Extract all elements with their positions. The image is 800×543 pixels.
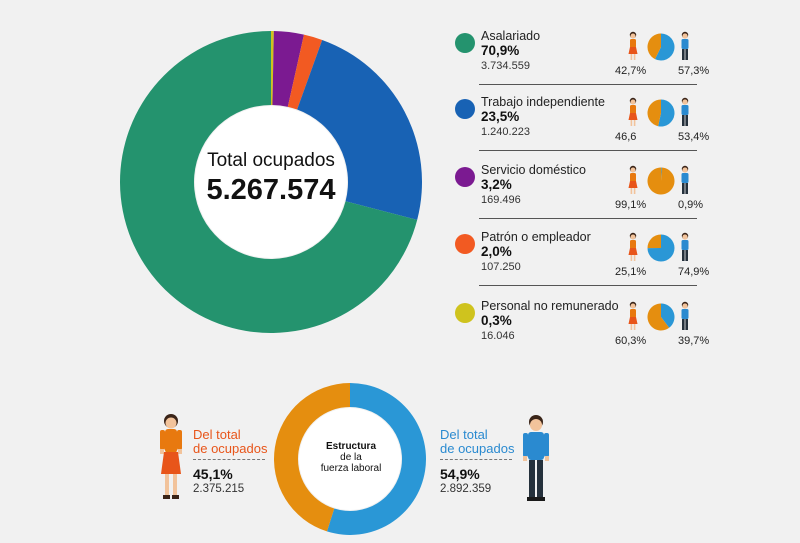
women-percent: 60,3%	[615, 335, 647, 347]
structure-title: Estructura	[325, 441, 376, 452]
category-name: Servicio doméstico	[481, 163, 586, 177]
category-name: Patrón o empleador	[481, 230, 591, 244]
man-icon	[681, 232, 689, 261]
men-dashed-line	[440, 459, 512, 460]
men-percent: 0,9%	[678, 199, 704, 211]
donut-slice-0	[326, 383, 426, 535]
category-percent: 23,5%	[481, 109, 520, 124]
legend-dot	[455, 33, 475, 53]
category-row-asalariado: Asalariado 70,9% 3.734.559 42,7% 57,3%	[455, 29, 709, 93]
category-row-patron-empleador: Patrón o empleador 2,0% 107.250 25,1% 74…	[455, 230, 709, 294]
donut-slice-1	[274, 383, 350, 532]
man-icon	[681, 31, 689, 60]
women-total-count: 2.375.215	[193, 483, 245, 495]
category-row-personal-no-remunerado: Personal no remunerado 0,3% 16.046 60,3%…	[455, 299, 709, 363]
women-percent: 25,1%	[615, 266, 647, 278]
man-figure-icon	[523, 415, 549, 501]
category-name: Trabajo independiente	[481, 95, 605, 109]
woman-icon	[628, 165, 638, 194]
men-percent: 74,9%	[678, 266, 710, 278]
men-percent: 57,3%	[678, 65, 710, 77]
structure-donut-hole	[299, 408, 401, 510]
men-label-line1: Del total	[440, 427, 488, 442]
center-title: Total ocupados	[207, 150, 335, 171]
gender-mini-pie	[647, 167, 675, 195]
donut-slice-0	[658, 99, 675, 127]
man-icon	[681, 97, 689, 126]
legend-dot	[455, 303, 475, 323]
row-divider	[479, 218, 697, 219]
category-count: 107.250	[481, 261, 521, 273]
donut-slice-0	[661, 167, 662, 181]
category-count: 1.240.223	[481, 126, 530, 138]
men-label: Del total de ocupados	[440, 428, 514, 456]
woman-icon	[628, 232, 638, 261]
donut-slice-0	[647, 234, 675, 262]
men-percent: 39,7%	[678, 335, 710, 347]
legend-dot	[455, 167, 475, 187]
women-percent: 42,7%	[615, 65, 647, 77]
legend-dot	[455, 99, 475, 119]
man-icon	[681, 301, 689, 330]
center-total: 5.267.574	[206, 174, 336, 206]
category-percent: 3,2%	[481, 177, 512, 192]
donut-slice-3	[287, 34, 323, 110]
category-name: Asalariado	[481, 29, 541, 43]
donut-slice-1	[647, 99, 661, 127]
gender-mini-pie	[647, 234, 675, 262]
woman-icon	[628, 31, 638, 60]
structure-line3: fuerza laboral	[320, 463, 382, 474]
donut-slice-1	[647, 33, 661, 60]
category-percent: 0,3%	[481, 313, 512, 328]
row-divider	[479, 285, 697, 286]
row-divider	[479, 84, 697, 85]
donut-slice-0	[661, 303, 675, 328]
donut-slice-0	[655, 33, 675, 61]
men-total-percent: 54,9%	[440, 466, 480, 482]
women-total-percent: 45,1%	[193, 466, 233, 482]
women-dashed-line	[193, 459, 265, 460]
donut-slice-2	[272, 31, 304, 107]
category-row-servicio-domestico: Servicio doméstico 3,2% 169.496 99,1% 0,…	[455, 163, 705, 227]
category-count: 169.496	[481, 194, 521, 206]
category-percent: 2,0%	[481, 244, 512, 259]
women-percent: 99,1%	[615, 199, 647, 211]
category-name: Personal no remunerado	[481, 299, 619, 313]
main-donut-center: Total ocupados 5.267.574	[171, 150, 371, 207]
donut-slice-1	[647, 234, 661, 249]
women-label-line1: Del total	[193, 427, 241, 442]
donut-slice-0	[120, 31, 418, 333]
woman-figure-icon	[160, 414, 182, 499]
women-label: Del total de ocupados	[193, 428, 267, 456]
category-row-trabajo-independiente: Trabajo independiente 23,5% 1.240.223 46…	[455, 95, 709, 159]
donut-slice-1	[647, 167, 675, 195]
men-total-count: 2.892.359	[440, 483, 492, 495]
men-percent: 53,4%	[678, 131, 710, 143]
donut-slice-1	[647, 303, 670, 331]
donut-slice-1	[297, 39, 422, 220]
row-divider	[479, 150, 697, 151]
men-label-line2: de ocupados	[440, 441, 515, 456]
gender-mini-pie	[647, 303, 675, 331]
woman-icon	[628, 97, 638, 126]
gender-mini-pie	[647, 33, 675, 61]
donut-slice-4	[271, 31, 274, 106]
man-icon	[681, 165, 689, 194]
women-label-line2: de ocupados	[193, 441, 268, 456]
gender-mini-pie	[647, 99, 675, 127]
category-count: 16.046	[481, 330, 515, 342]
category-count: 3.734.559	[481, 60, 530, 72]
legend-dot	[455, 234, 475, 254]
structure-line2: de la	[340, 452, 362, 463]
woman-icon	[628, 301, 638, 330]
donut-hole	[195, 106, 347, 258]
main-donut-chart	[120, 31, 422, 333]
structure-donut-chart	[274, 383, 426, 535]
women-percent: 46,6	[615, 131, 637, 143]
structure-center-label: Estructura de la fuerza laboral	[306, 441, 396, 474]
category-percent: 70,9%	[481, 43, 520, 58]
